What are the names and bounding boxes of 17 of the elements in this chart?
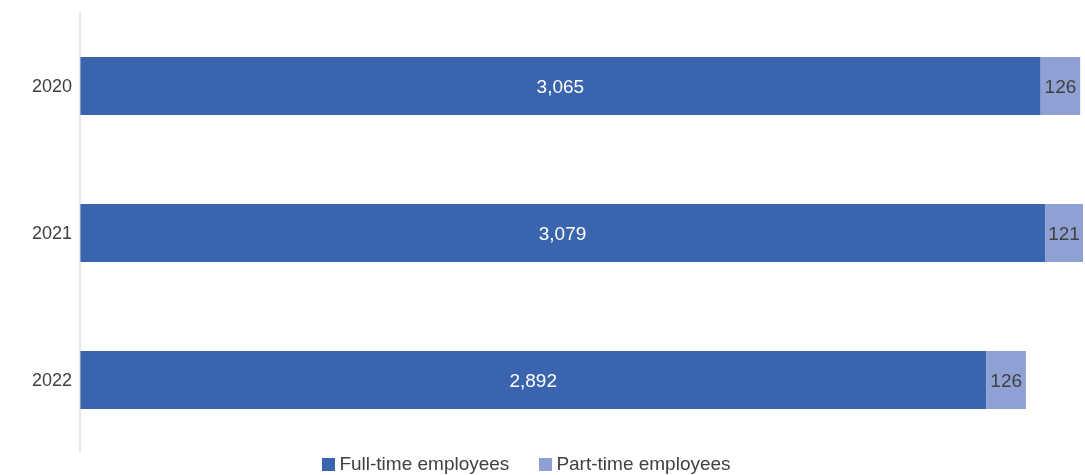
y-tick-label: 2022 [31,369,72,390]
bar [80,57,1041,115]
bar [1045,204,1083,262]
y-tick-label: 2020 [31,75,72,96]
bar [80,351,987,409]
y-tick-label: 2021 [31,222,72,243]
data-label: 126 [990,369,1023,391]
data-label: 2,892 [509,369,557,391]
bar [986,351,1026,409]
data-label: 3,079 [538,222,587,244]
data-label: 3,065 [536,75,585,97]
data-label: 121 [1048,222,1080,244]
legend-label: Full-time employees [339,453,510,474]
bar [80,204,1046,262]
bar [1040,57,1081,115]
data-label: 126 [1044,75,1077,97]
legend-label: Part-time employees [556,453,731,474]
